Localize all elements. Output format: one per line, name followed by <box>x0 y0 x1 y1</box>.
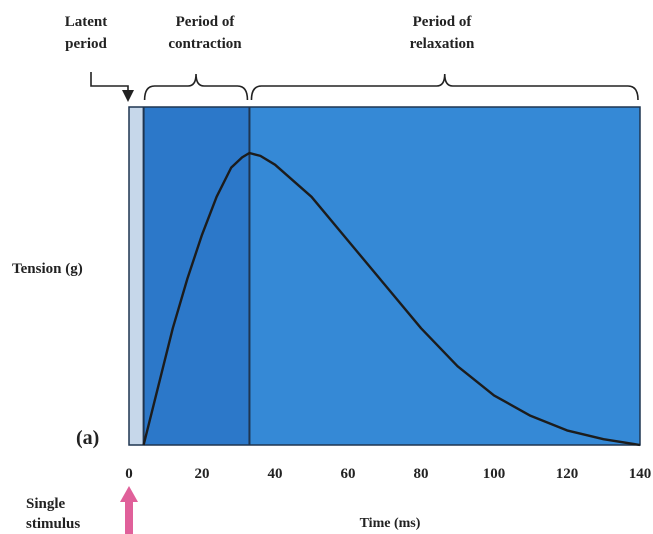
stimulus-arrow-shaft <box>125 500 133 534</box>
plot-frame <box>128 106 641 446</box>
x-tick-label: 120 <box>556 466 579 482</box>
x-tick-label: 60 <box>341 466 356 482</box>
latent-pointer-line <box>90 72 129 92</box>
contraction-brace <box>143 73 249 101</box>
contraction-period-band <box>143 107 250 445</box>
x-axis-label: Time (ms) <box>360 516 421 531</box>
latent-pointer-arrowhead <box>122 90 134 102</box>
panel-label: (a) <box>76 427 99 449</box>
latent-period-band <box>128 106 145 446</box>
relaxation-brace <box>250 73 639 101</box>
latent-period-label: Latent period <box>65 14 108 52</box>
tension-curve-series <box>142 151 641 447</box>
stimulus-arrow-head <box>120 486 138 502</box>
relaxation-period-label: Period of relaxation <box>410 14 475 52</box>
x-tick-label: 140 <box>629 466 652 482</box>
contraction-period-label: Period of contraction <box>168 14 242 52</box>
x-tick-label: 80 <box>414 466 429 482</box>
x-tick-label: 20 <box>195 466 210 482</box>
relaxation-period-band <box>249 107 640 445</box>
y-axis-label: Tension (g) <box>12 261 83 277</box>
stimulus-label: Single stimulus <box>26 496 80 532</box>
x-tick-label: 40 <box>268 466 283 482</box>
x-tick-label: 0 <box>125 466 133 482</box>
x-tick-label: 100 <box>483 466 506 482</box>
